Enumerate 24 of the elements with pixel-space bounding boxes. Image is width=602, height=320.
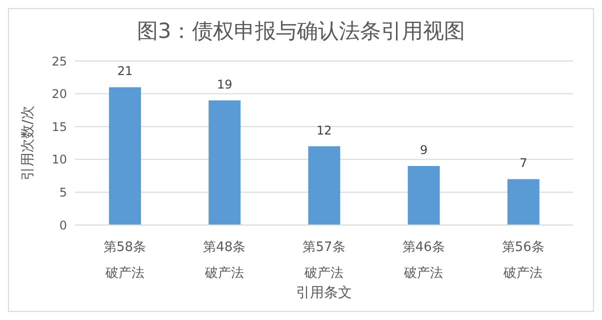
y-tick-label: 10 — [52, 152, 67, 167]
x-tick-label: 第48条破产法 — [202, 239, 247, 283]
data-label: 7 — [520, 156, 528, 170]
y-axis-title: 引用次数/次 — [20, 106, 36, 180]
bar — [109, 87, 141, 225]
y-tick-label: 15 — [52, 120, 67, 134]
x-tick-label: 第57条破产法 — [302, 240, 346, 281]
chart-title: 图3：债权申报与确认法条引用视图 — [136, 18, 466, 45]
y-tick-label: 25 — [52, 54, 67, 68]
data-label: 19 — [216, 77, 232, 92]
y-tick-label: 5 — [59, 185, 67, 200]
x-tick-label: 第58条破产法 — [102, 239, 148, 283]
bar — [507, 179, 540, 225]
y-tick-label: 0 — [59, 218, 67, 232]
data-label: 12 — [316, 123, 332, 138]
bar — [408, 166, 440, 225]
y-tick-label: 20 — [52, 87, 67, 102]
bar — [208, 100, 241, 225]
x-tick-label: 第56条破产法 — [500, 239, 546, 283]
x-axis-title: 引用条文 — [296, 285, 352, 301]
bar — [308, 146, 340, 225]
data-label: 9 — [420, 142, 428, 157]
data-label: 21 — [117, 64, 133, 78]
x-tick-label: 第46条破产法 — [401, 239, 446, 283]
